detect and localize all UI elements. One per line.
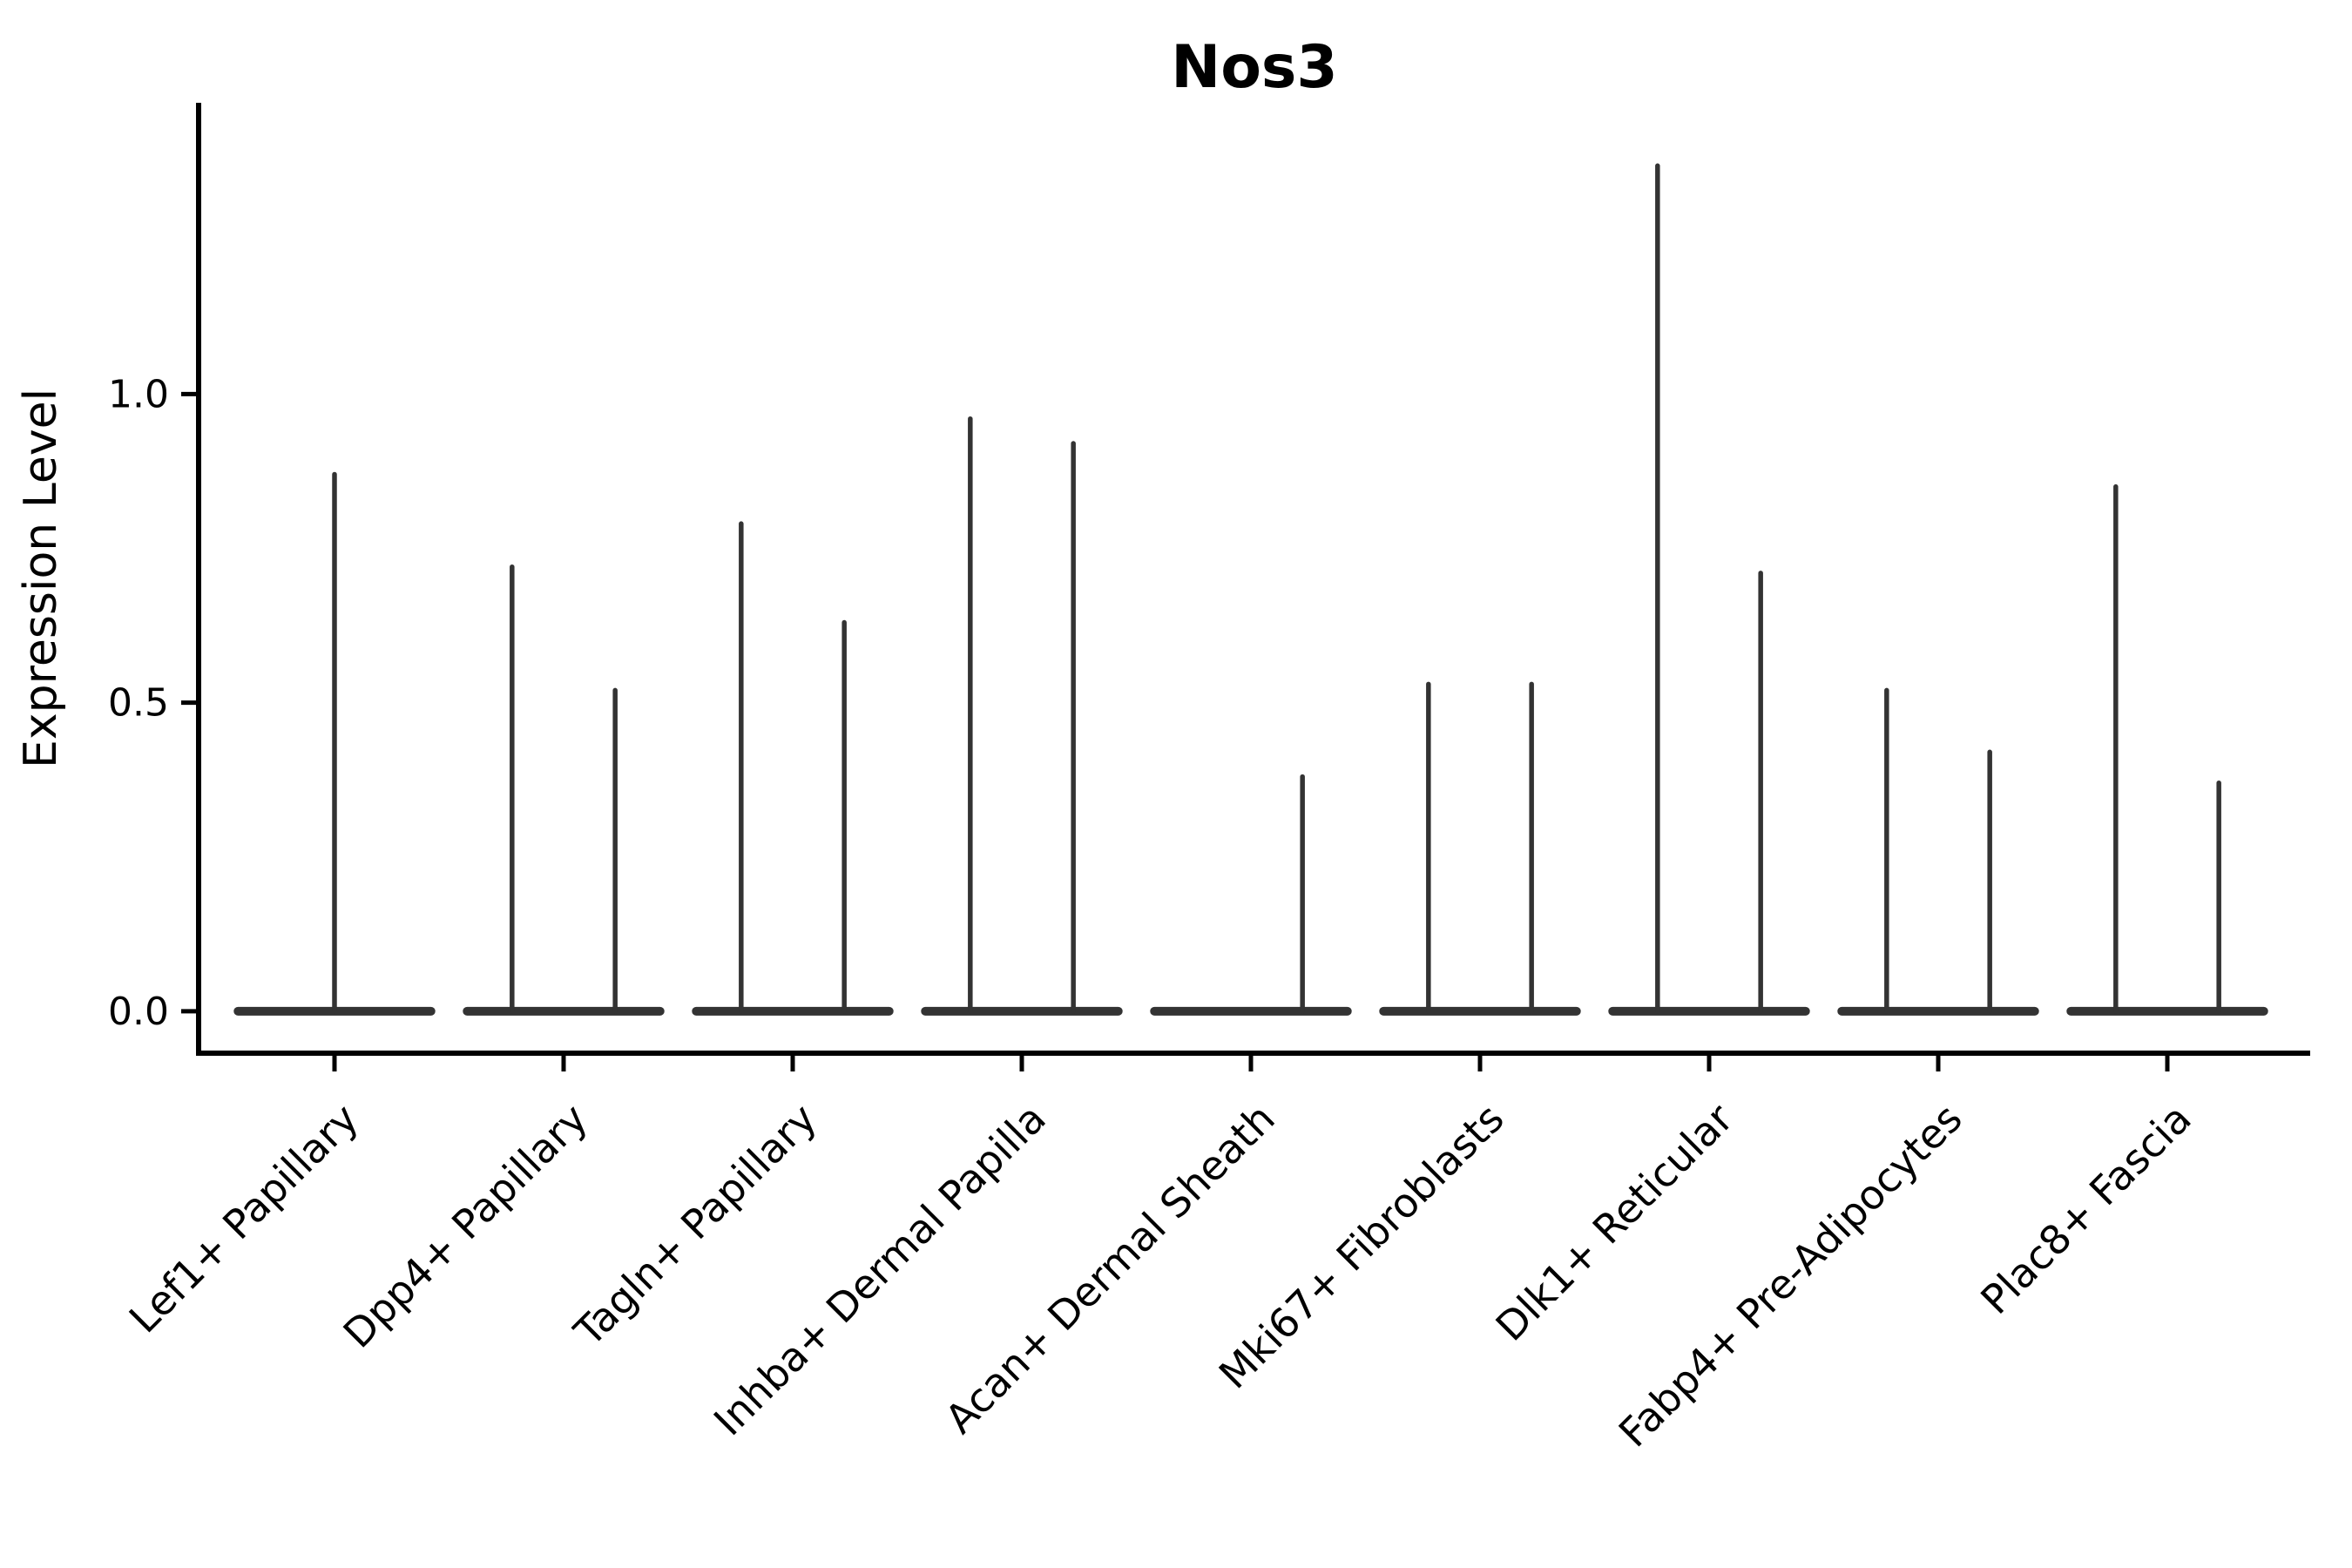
x-tick-label: Lef1+ Papillary <box>120 1095 368 1342</box>
violins <box>233 163 2268 1016</box>
x-tick-label: Dlk1+ Reticular <box>1487 1095 1742 1350</box>
x-tick-label-group: Tagln+ Papillary <box>564 1095 826 1356</box>
x-tick-label-group: Dpp4+ Papillary <box>335 1095 597 1357</box>
y-tick-label: 0.0 <box>108 990 169 1034</box>
y-axis-label: Expression Level <box>15 389 67 768</box>
y-tick-label: 1.0 <box>108 372 169 416</box>
y-tick-label: 0.5 <box>108 681 169 726</box>
x-tick-label-group: Dlk1+ Reticular <box>1487 1095 1742 1350</box>
x-tick-label: Plac8+ Fascia <box>1971 1095 2200 1323</box>
y-axis-label-text: Expression Level <box>15 389 67 768</box>
x-tick-label-group: Plac8+ Fascia <box>1971 1095 2200 1323</box>
y-axis-ticks: 0.0 0.5 1.0 <box>108 372 199 1034</box>
chart-title: Nos3 <box>1171 33 1337 102</box>
x-tick-label-group: Lef1+ Papillary <box>120 1095 368 1342</box>
x-tick-label: Dpp4+ Papillary <box>335 1095 597 1357</box>
x-tick-label: Tagln+ Papillary <box>564 1095 826 1356</box>
